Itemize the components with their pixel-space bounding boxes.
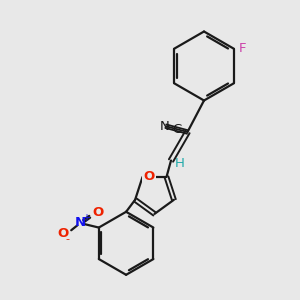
Text: H: H bbox=[175, 157, 184, 170]
Text: +: + bbox=[82, 213, 90, 223]
Text: O: O bbox=[57, 227, 68, 240]
Text: -: - bbox=[65, 234, 69, 244]
Text: N: N bbox=[75, 216, 86, 229]
Text: C: C bbox=[172, 123, 182, 136]
Text: F: F bbox=[238, 42, 246, 55]
Text: O: O bbox=[143, 169, 155, 183]
Text: O: O bbox=[92, 206, 103, 219]
Text: N: N bbox=[159, 120, 169, 133]
